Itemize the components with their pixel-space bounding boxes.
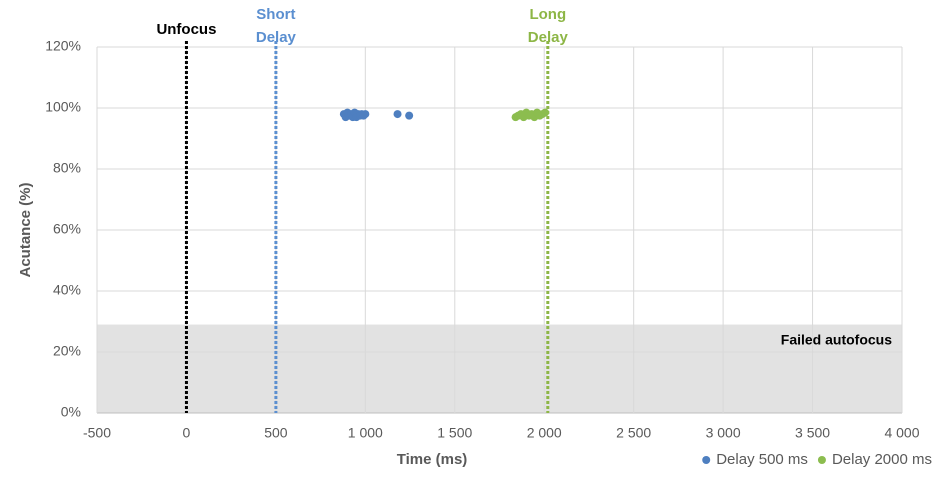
shaded-region <box>97 324 902 413</box>
point <box>405 111 414 120</box>
y-tick-label: 60% <box>53 221 81 237</box>
x-axis-title: Time (ms) <box>397 451 468 468</box>
y-tick-label: 0% <box>61 404 81 420</box>
x-tick-label: 3 500 <box>795 425 830 441</box>
x-tick-label: -500 <box>83 425 111 441</box>
x-tick-label: 2 500 <box>616 425 651 441</box>
y-tick-label: 80% <box>53 160 81 176</box>
legend-label: Delay 500 ms <box>716 451 808 468</box>
x-tick-label: 1 000 <box>348 425 383 441</box>
x-tick-label: 1 500 <box>437 425 472 441</box>
reference-label: Short Delay <box>256 6 297 46</box>
reference-label: Long Delay <box>528 6 569 46</box>
x-tick-label: 0 <box>183 425 191 441</box>
y-tick-label: 100% <box>45 99 81 115</box>
legend-marker <box>702 456 711 464</box>
y-axis-title: Acutance (%) <box>17 182 34 277</box>
y-tick-label: 20% <box>53 343 81 359</box>
x-tick-label: 2 000 <box>527 425 562 441</box>
reference-label: Unfocus <box>156 21 216 38</box>
y-tick-label: 120% <box>45 38 81 54</box>
legend-marker <box>817 456 826 464</box>
x-tick-label: 3 000 <box>706 425 741 441</box>
y-tick-label: 40% <box>53 282 81 298</box>
region-label: Failed autofocus <box>781 331 892 347</box>
legend-label: Delay 2000 ms <box>832 451 932 468</box>
point <box>541 108 550 117</box>
point <box>361 110 370 119</box>
x-tick-label: 500 <box>264 425 288 441</box>
x-tick-label: 4 000 <box>884 425 919 441</box>
point <box>393 110 402 119</box>
